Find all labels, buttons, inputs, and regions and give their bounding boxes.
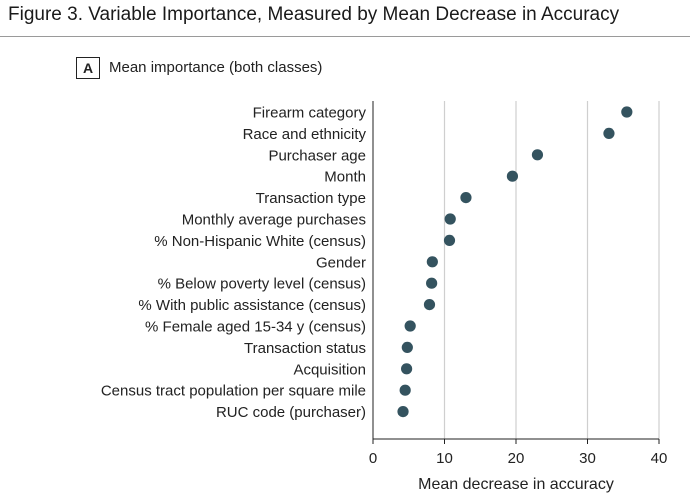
data-points (397, 106, 633, 418)
data-point (621, 106, 633, 118)
data-point (401, 341, 413, 353)
data-point (397, 406, 409, 418)
category-label: Purchaser age (268, 147, 366, 164)
data-point (426, 256, 438, 268)
x-tick-label-0: 0 (369, 450, 377, 467)
x-axis-label: Mean decrease in accuracy (418, 476, 614, 493)
grid-lines (443, 101, 660, 439)
category-label: Transaction status (244, 340, 366, 357)
x-tick-label-40: 40 (651, 450, 668, 467)
category-label: Acquisition (293, 361, 366, 378)
x-tick-label-10: 10 (436, 450, 453, 467)
category-label: Census tract population per square mile (101, 383, 366, 400)
category-label: Monthly average purchases (182, 212, 366, 229)
category-label: Month (324, 169, 366, 186)
figure-title: Figure 3. Variable Importance, Measured … (8, 4, 620, 25)
title-divider (0, 36, 690, 37)
data-point (426, 277, 438, 289)
data-point (404, 320, 416, 332)
data-point (531, 149, 544, 161)
category-label: RUC code (purchaser) (216, 404, 366, 421)
panel-label: Mean importance (both classes) (109, 59, 323, 76)
data-point (506, 170, 519, 182)
data-point (401, 363, 413, 375)
category-label: Transaction type (256, 190, 366, 207)
x-tick-label-30: 30 (579, 450, 596, 467)
data-point (399, 384, 411, 396)
data-point (443, 234, 456, 246)
category-label: % Non-Hispanic White (census) (154, 233, 366, 250)
category-label: Race and ethnicity (243, 126, 367, 143)
category-label: % Female aged 15-34 y (census) (145, 319, 366, 336)
category-labels: Firearm category Race and ethnicity Purcha… (101, 105, 367, 422)
category-label: Firearm category (253, 105, 367, 122)
x-axis: 0 10 20 30 40 (369, 101, 668, 467)
category-label: % With public assistance (census) (138, 297, 366, 314)
data-point (444, 213, 456, 225)
panel-letter: A (76, 57, 100, 79)
data-point (423, 299, 436, 311)
x-tick-label-20: 20 (508, 450, 525, 467)
data-point (460, 192, 472, 204)
category-label: % Below poverty level (census) (158, 276, 366, 293)
category-label: Gender (316, 254, 366, 271)
data-point (603, 127, 615, 139)
